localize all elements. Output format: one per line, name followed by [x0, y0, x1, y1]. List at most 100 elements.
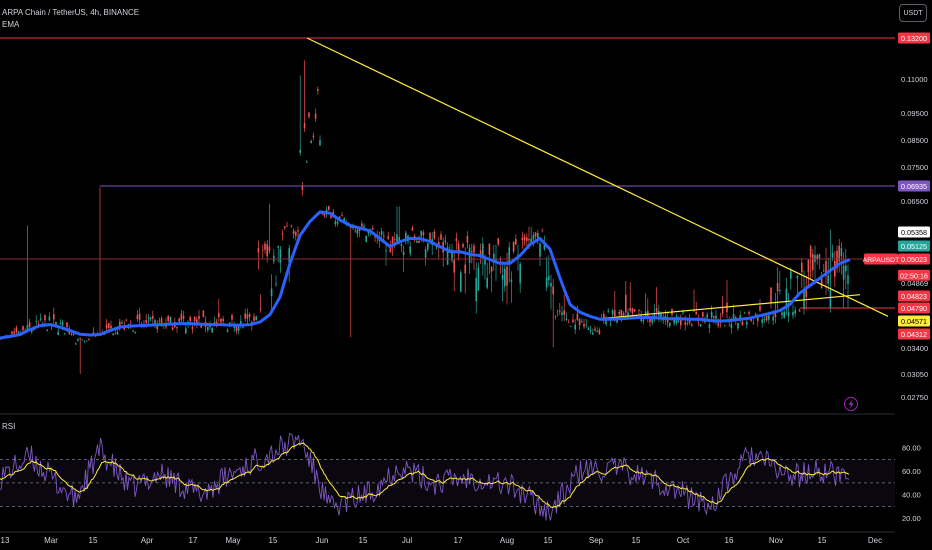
trend-line[interactable]	[599, 294, 861, 320]
candle-body	[710, 311, 713, 318]
price-scale-label: 0.11000	[901, 75, 928, 84]
candle-body	[336, 221, 339, 224]
candle-body	[776, 282, 779, 292]
candle-body	[743, 312, 746, 314]
candle-body	[444, 240, 447, 243]
price-badge[interactable]	[898, 302, 930, 314]
candle-body	[739, 315, 741, 318]
candle-body	[512, 241, 515, 252]
rsi-line[interactable]	[0, 432, 850, 521]
candle-body	[763, 318, 766, 320]
price-badge[interactable]	[898, 290, 930, 302]
rsi-scale-label: 40.00	[902, 491, 921, 500]
time-axis-label: 15	[544, 536, 553, 545]
price-scale-label: 0.07500	[901, 163, 928, 172]
candle-body	[86, 340, 88, 342]
candle-body	[169, 317, 172, 324]
candle-body	[548, 276, 550, 281]
candle-body	[182, 315, 185, 319]
candle-body	[462, 244, 464, 248]
candle-body	[405, 232, 407, 240]
candle-body	[561, 312, 563, 315]
candle-body	[618, 311, 620, 314]
price-badge[interactable]	[898, 315, 930, 327]
price-axis[interactable]: 0.11000 0.09500 0.08500 0.07500 0.06500 0.048…	[863, 32, 930, 524]
candle-body	[211, 327, 213, 333]
price-badge-label: 0.04571	[901, 317, 927, 326]
candle-body	[420, 230, 422, 237]
candle-body	[774, 311, 777, 318]
rsi-scale-label: 20.00	[902, 514, 921, 523]
candle-body	[391, 236, 394, 244]
time-axis[interactable]: 13 Mar 15 Apr 17 May 15 Jun 15 Jul 17 Aug 15 Sep 15 Oct…	[0, 531, 895, 545]
price-badge[interactable]	[898, 253, 930, 265]
candle-body	[248, 314, 251, 317]
candle-body	[270, 288, 273, 297]
candle-body	[332, 211, 334, 215]
candle-body	[253, 316, 255, 321]
candle-body	[380, 231, 383, 235]
candle-body	[330, 214, 332, 218]
candle-body	[523, 236, 526, 241]
candle-body	[627, 312, 629, 317]
lightning-bolt-icon[interactable]	[844, 397, 858, 411]
price-badge[interactable]	[898, 328, 930, 340]
candle-body	[167, 315, 169, 321]
price-badge[interactable]	[898, 226, 930, 238]
rsi-ma-line[interactable]	[0, 442, 850, 508]
candle-body	[70, 333, 73, 335]
rsi-pane[interactable]	[0, 432, 895, 521]
candle-body	[622, 313, 625, 315]
candle-body	[565, 318, 568, 321]
symbol-tag[interactable]	[864, 253, 898, 265]
price-badge[interactable]	[898, 180, 930, 192]
candle-body	[501, 274, 504, 280]
candle-body	[779, 289, 781, 292]
candle-body	[515, 239, 517, 245]
candle-body	[396, 234, 398, 242]
time-axis-label: 15	[818, 536, 827, 545]
candle-body	[495, 258, 497, 262]
candle-body	[387, 236, 389, 240]
candle-body	[699, 323, 702, 326]
candle-body	[684, 322, 686, 325]
candle-body	[158, 320, 161, 322]
candle-body	[22, 326, 24, 331]
ema-legend-label[interactable]: EMA	[2, 20, 20, 29]
candle-body	[147, 317, 150, 319]
candle-body	[805, 286, 807, 298]
price-badge-label: 0.06935	[901, 182, 927, 191]
price-badge-label: 0.04823	[901, 292, 927, 301]
rsi-legend-label[interactable]: RSI	[2, 422, 16, 431]
candle-body	[484, 257, 486, 265]
candle-body	[754, 313, 757, 315]
candle-body	[222, 318, 224, 321]
candle-body	[160, 318, 163, 323]
time-axis-label: Apr	[141, 536, 154, 545]
candle-body	[422, 232, 425, 236]
candle-body	[781, 312, 783, 316]
time-axis-label: Mar	[44, 536, 58, 545]
candle-body	[550, 283, 552, 287]
candle-body	[145, 320, 147, 323]
price-pane[interactable]	[0, 37, 895, 374]
candle-body	[543, 243, 546, 250]
currency-button[interactable]: USDT	[899, 4, 927, 22]
price-badge[interactable]	[898, 269, 930, 281]
candle-body	[156, 324, 158, 330]
ema-line[interactable]	[0, 210, 851, 340]
candle-body	[660, 313, 662, 317]
trend-line[interactable]	[306, 37, 889, 317]
candle-body	[620, 310, 623, 317]
candle-body	[28, 322, 31, 327]
price-badge[interactable]	[898, 32, 930, 44]
candle-body	[827, 275, 829, 284]
candle-body	[416, 241, 418, 243]
candle-body	[770, 287, 772, 304]
candle-body	[411, 227, 414, 231]
price-badge-label: 0.13200	[901, 34, 927, 43]
candle-body	[625, 294, 627, 313]
price-badge[interactable]	[898, 240, 930, 252]
